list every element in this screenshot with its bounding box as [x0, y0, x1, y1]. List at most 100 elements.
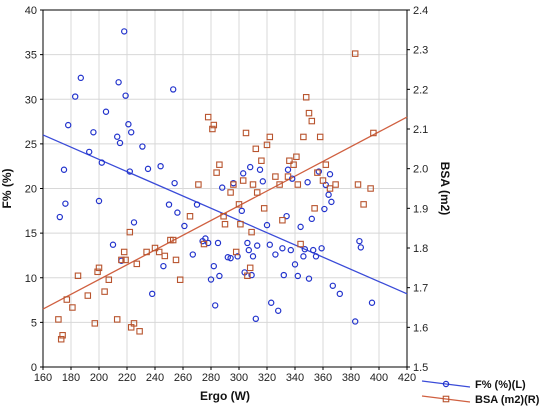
point-ffat: [122, 92, 129, 99]
point-ffat: [56, 213, 64, 221]
point-bsa: [122, 256, 129, 264]
left-y-tick-label: 10: [25, 273, 37, 285]
point-ffat: [85, 148, 93, 156]
point-ffat: [244, 239, 251, 247]
point-ffat: [300, 253, 307, 260]
point-bsa: [286, 157, 293, 164]
point-bsa: [284, 173, 292, 180]
point-ffat: [304, 179, 311, 186]
point-bsa: [293, 153, 300, 161]
x-tick-label: 340: [286, 372, 304, 384]
point-ffat: [239, 170, 247, 177]
point-ffat: [266, 241, 273, 248]
point-bsa: [213, 169, 220, 176]
point-bsa: [235, 201, 243, 208]
x-tick-label: 240: [146, 372, 164, 384]
point-bsa: [69, 304, 76, 311]
left-y-axis-ticks: 0 5 10 15 20 25 30 35 40: [25, 5, 43, 374]
point-bsa: [63, 296, 71, 303]
point-ffat: [336, 290, 343, 298]
point-bsa: [239, 177, 247, 184]
point-ffat: [204, 239, 212, 247]
x-tick-label: 400: [370, 372, 388, 384]
point-bsa: [118, 256, 125, 264]
point-bsa: [367, 185, 374, 192]
legend-label-ffat: F% (%)(L): [475, 379, 526, 391]
point-bsa: [55, 316, 62, 323]
point-bsa: [84, 292, 92, 299]
point-ffat: [139, 143, 146, 150]
point-bsa: [248, 228, 255, 236]
point-ffat: [259, 178, 266, 185]
point-bsa: [220, 213, 227, 220]
point-ffat: [308, 215, 315, 223]
point-bsa: [237, 220, 244, 228]
point-bsa: [155, 248, 163, 256]
point-ffat: [193, 201, 201, 208]
point-ffat: [157, 162, 164, 170]
left-y-tick-label: 30: [25, 94, 37, 106]
point-bsa: [130, 320, 138, 327]
point-ffat: [329, 282, 336, 289]
point-ffat: [283, 212, 290, 220]
point-bsa: [308, 117, 316, 125]
point-ffat: [115, 79, 122, 86]
point-ffat: [214, 239, 222, 247]
legend: F% (%)(L) BSA (m2)(R): [421, 379, 540, 406]
x-tick-label: 280: [202, 372, 220, 384]
point-ffat: [357, 244, 364, 251]
point-ffat: [127, 129, 135, 136]
point-bsa: [133, 260, 141, 268]
right-y-tick-label: 1.6: [413, 322, 428, 334]
x-tick-label: 380: [342, 372, 360, 384]
point-ffat: [144, 165, 152, 173]
point-ffat: [275, 307, 282, 314]
point-bsa: [105, 276, 113, 283]
point-bsa: [242, 129, 250, 137]
point-bsa: [136, 328, 143, 335]
point-ffat: [294, 272, 301, 280]
point-ffat: [315, 168, 322, 175]
point-ffat: [60, 166, 68, 173]
point-ffat: [181, 222, 188, 230]
point-ffat: [252, 315, 259, 323]
point-bsa: [360, 201, 367, 208]
point-bsa: [221, 220, 229, 228]
x-tick-label: 220: [118, 372, 136, 384]
point-ffat: [130, 219, 138, 226]
point-bsa: [161, 252, 169, 260]
point-bsa: [113, 316, 121, 323]
point-ffat: [120, 28, 128, 35]
point-ffat: [356, 237, 363, 245]
point-bsa: [126, 228, 134, 236]
point-ffat: [169, 86, 177, 93]
x-tick-label: 260: [174, 372, 192, 384]
point-ffat: [71, 93, 79, 100]
point-ffat: [126, 168, 134, 175]
point-bsa: [74, 272, 82, 280]
point-bsa: [314, 169, 321, 176]
left-y-tick-label: 0: [31, 362, 37, 374]
point-ffat: [189, 251, 196, 258]
point-bsa: [302, 94, 310, 101]
point-bsa: [258, 157, 265, 164]
point-bsa: [351, 50, 359, 57]
point-bsa: [253, 189, 261, 196]
point-bsa: [322, 161, 330, 168]
point-bsa: [59, 332, 66, 339]
point-bsa: [316, 133, 324, 141]
point-ffat: [245, 246, 252, 254]
point-ffat: [234, 253, 241, 260]
point-ffat: [165, 201, 173, 208]
left-y-tick-label: 5: [31, 317, 37, 329]
point-ffat: [368, 299, 376, 306]
point-bsa: [305, 109, 313, 117]
point-bsa: [151, 244, 159, 252]
left-y-tick-label: 20: [25, 184, 37, 196]
point-bsa: [294, 181, 302, 188]
point-bsa: [319, 177, 327, 184]
point-ffat: [287, 246, 294, 254]
point-bsa: [91, 320, 99, 327]
